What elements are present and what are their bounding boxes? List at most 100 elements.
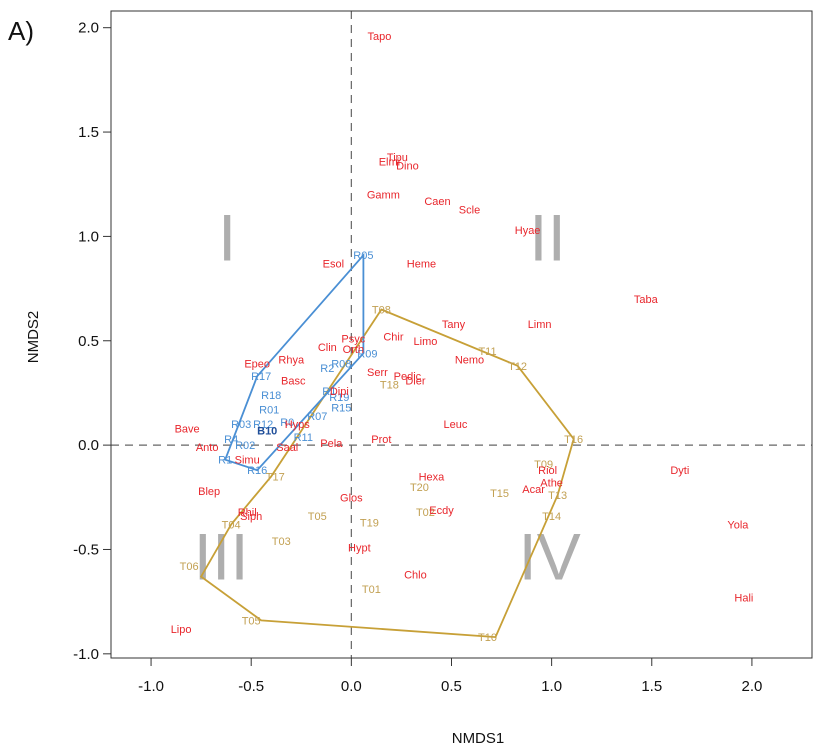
taxon-label: Leuc <box>444 419 468 431</box>
y-axis-title: NMDS2 <box>25 311 42 364</box>
taxon-label: Blep <box>198 486 220 498</box>
x-tick-label: -0.5 <box>238 678 264 695</box>
taxon-label: Pedic <box>394 371 422 383</box>
temporary-site-label: T01 <box>362 584 381 596</box>
river-site-label: R02 <box>235 440 255 452</box>
taxon-label: Clin <box>318 342 337 354</box>
temporary-site-label: T19 <box>360 517 379 529</box>
river-site-label: R16 <box>247 465 267 477</box>
taxon-label: Limn <box>528 319 552 331</box>
taxon-label: Glos <box>340 492 363 504</box>
river-site-label-highlight: B10 <box>257 426 277 438</box>
river-site-label: R07 <box>307 411 327 423</box>
taxon-label: Simu <box>235 455 260 467</box>
temporary-sites-hull <box>199 308 575 639</box>
river-site-label: R4 <box>224 434 238 446</box>
y-axis: -1.0 -0.5 0.0 0.5 1.0 1.5 2.0 <box>73 20 111 663</box>
temporary-site-label: T03 <box>272 536 291 548</box>
quadrant-label: III <box>194 520 249 594</box>
taxon-label: Taba <box>634 294 659 306</box>
taxon-label: Riol <box>538 465 557 477</box>
taxon-label: Dipi <box>330 386 349 398</box>
quadrant-label: IV <box>518 520 580 594</box>
y-tick-label: -1.0 <box>73 646 99 663</box>
taxon-label: Hypt <box>348 542 371 554</box>
taxon-label: Dino <box>396 160 419 172</box>
river-site-label: R05 <box>353 250 373 262</box>
y-tick-label: -0.5 <box>73 541 99 558</box>
x-tick-label: 0.0 <box>341 678 362 695</box>
river-site-label: R11 <box>294 432 313 444</box>
taxon-label: Bave <box>175 423 200 435</box>
temporary-site-label: T13 <box>548 490 567 502</box>
taxon-label: Nemo <box>455 355 484 367</box>
x-tick-label: -1.0 <box>138 678 164 695</box>
taxon-label: Hexa <box>419 471 446 483</box>
hulls <box>199 252 575 639</box>
river-site-label: R12 <box>253 419 273 431</box>
taxon-label: Elmi <box>379 156 400 168</box>
y-tick-label: 1.0 <box>78 228 99 245</box>
quadrant-label: I <box>218 200 236 274</box>
taxon-label: Prot <box>371 434 391 446</box>
taxon-label: Ecdy <box>429 505 454 517</box>
river-site-label: R2 <box>320 363 334 375</box>
taxon-label: Tipu <box>387 152 408 164</box>
temporary-site-label: T04 <box>222 519 241 531</box>
river-site-label: R03 <box>231 419 251 431</box>
point-labels: T08 T11 T12 T18 T16 T09 T17 T20 T15 T13 T02 T14 T04 T… <box>171 31 754 644</box>
x-axis: -1.0 -0.5 0.0 0.5 1.0 1.5 2.0 <box>138 657 762 695</box>
taxon-label: Hali <box>734 592 753 604</box>
taxon-label: Scle <box>459 204 480 216</box>
temporary-site-label: T11 <box>478 346 496 358</box>
temporary-site-label: T15 <box>490 488 509 500</box>
temporary-site-label: T18 <box>380 380 399 392</box>
taxon-label: Pela <box>320 438 343 450</box>
taxon-label: Rhya <box>278 355 305 367</box>
river-sites-hull <box>224 252 365 472</box>
taxon-label: Hyae <box>515 225 541 237</box>
y-tick-label: 2.0 <box>78 20 99 37</box>
taxon-label: Limo <box>414 336 438 348</box>
temporary-site-label: T05 <box>308 511 327 523</box>
y-tick-label: 1.5 <box>78 124 99 141</box>
taxon-label: Dyti <box>670 465 689 477</box>
taxon-label: Caen <box>424 196 450 208</box>
panel-label: A) <box>8 16 34 46</box>
taxon-label: Gamm <box>367 190 400 202</box>
taxon-label: Saal <box>276 442 298 454</box>
x-tick-label: 1.5 <box>641 678 662 695</box>
river-site-label: R09 <box>357 348 377 360</box>
taxon-label: Chlo <box>404 570 427 582</box>
x-tick-label: 1.0 <box>541 678 562 695</box>
taxon-label: Lipo <box>171 624 192 636</box>
taxon-label: Acar <box>522 484 545 496</box>
river-site-label: R08 <box>331 359 351 371</box>
temporary-site-label: T09 <box>534 459 553 471</box>
taxon-label: Athe <box>540 478 563 490</box>
taxon-label: Tapo <box>367 31 391 43</box>
river-site-label: R0 <box>280 417 294 429</box>
taxon-label: Chir <box>383 332 404 344</box>
taxon-label: Hyps <box>285 419 311 431</box>
temporary-site-label: T12 <box>508 361 527 373</box>
taxon-label: Esol <box>323 259 344 271</box>
temporary-site-label: T02 <box>416 507 435 519</box>
quadrant-label: II <box>529 200 566 274</box>
y-tick-label: 0.5 <box>78 333 99 350</box>
river-site-label: R1 <box>218 455 232 467</box>
y-tick-label: 0.0 <box>78 437 99 454</box>
temporary-site-label: T14 <box>542 511 561 523</box>
temporary-site-label: T05 <box>242 615 261 627</box>
x-axis-title: NMDS1 <box>452 730 505 747</box>
taxon-label: Heme <box>407 259 436 271</box>
river-site-label: R17 <box>251 371 271 383</box>
taxon-label: Serr <box>367 367 388 379</box>
temporary-site-label: T08 <box>372 304 391 316</box>
taxon-label: Rhil <box>238 507 257 519</box>
temporary-site-label: T16 <box>564 434 583 446</box>
river-site-label: R15 <box>331 403 351 415</box>
taxon-label: Basc <box>281 375 306 387</box>
